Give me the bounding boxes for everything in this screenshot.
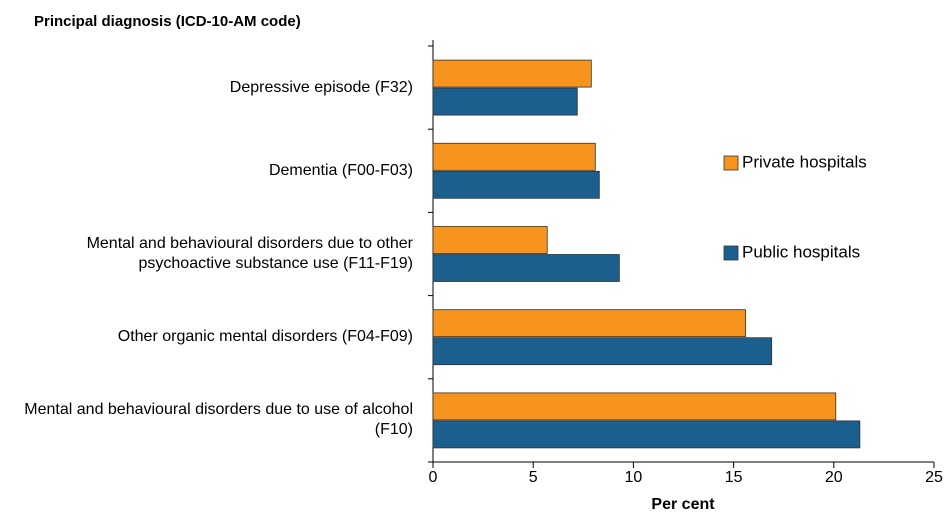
x-tick-label: 0 bbox=[429, 469, 438, 486]
legend-label: Private hospitals bbox=[742, 152, 867, 171]
bar bbox=[432, 142, 596, 171]
bar bbox=[432, 392, 837, 421]
chart-title: Principal diagnosis (ICD-10-AM code) bbox=[34, 13, 301, 30]
bar bbox=[432, 59, 592, 88]
bar bbox=[432, 226, 548, 254]
bar bbox=[432, 254, 620, 282]
bar bbox=[432, 309, 747, 338]
x-tick-label: 15 bbox=[725, 469, 743, 486]
bar bbox=[432, 337, 773, 366]
y-tick-label: Other organic mental disorders (F04-F09) bbox=[117, 328, 413, 346]
x-tick-label: 20 bbox=[825, 469, 843, 486]
x-tick-label: 10 bbox=[625, 469, 643, 486]
y-tick-label: Depressive episode (F32) bbox=[229, 78, 413, 96]
legend-label: Public hospitals bbox=[742, 242, 860, 261]
legend-swatch bbox=[723, 155, 739, 171]
legend-swatch bbox=[723, 245, 739, 261]
y-tick-label: Mental and behavioural disorders due to … bbox=[86, 235, 413, 272]
bar bbox=[432, 87, 578, 116]
x-tick-label: 5 bbox=[529, 469, 538, 486]
bar bbox=[432, 420, 861, 449]
y-tick-label: Dementia (F00-F03) bbox=[268, 161, 413, 179]
bar bbox=[432, 170, 600, 199]
y-tick-label: Mental and behavioural disorders due to … bbox=[24, 401, 413, 439]
x-tick-label: 25 bbox=[925, 469, 943, 486]
x-axis-label: Per cent bbox=[651, 496, 715, 513]
